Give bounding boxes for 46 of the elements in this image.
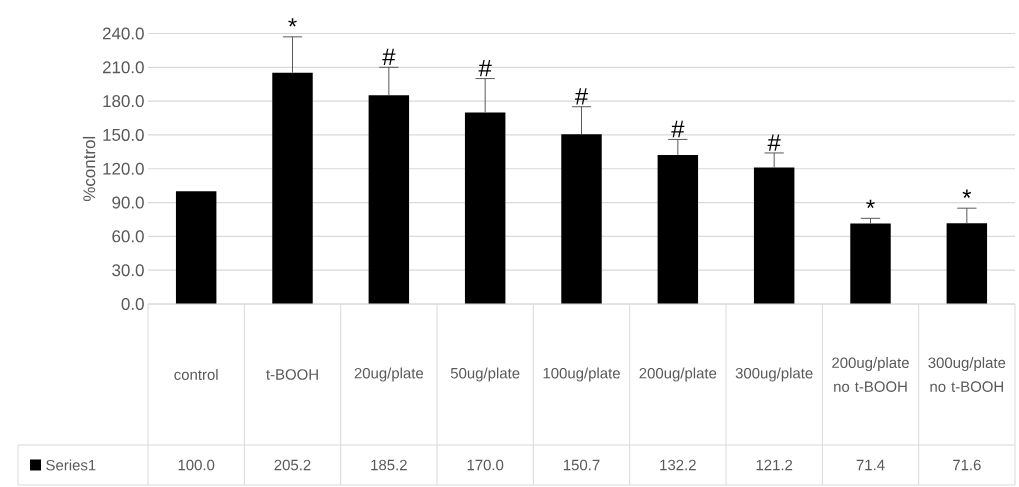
data-label: 71.4 bbox=[856, 459, 885, 471]
annotation: # bbox=[478, 60, 492, 77]
annotation: # bbox=[382, 48, 396, 66]
annotation: # bbox=[767, 134, 781, 151]
y-tick-label: 120.0 bbox=[103, 162, 144, 175]
annotation: # bbox=[671, 120, 685, 138]
y-tick-label: 60.0 bbox=[112, 230, 144, 243]
y-tick-label: 240.0 bbox=[102, 27, 144, 40]
x-tick-label: 100ug/plate bbox=[543, 367, 620, 382]
data-label: 150.7 bbox=[563, 459, 600, 471]
legend-label: Series1 bbox=[46, 459, 96, 471]
bar bbox=[464, 112, 506, 304]
y-tick-label: 180.0 bbox=[103, 95, 144, 108]
x-tick-label: control bbox=[174, 369, 218, 380]
y-tick-label: 90.0 bbox=[112, 196, 144, 209]
annotation: # bbox=[574, 88, 589, 105]
data-label: 185.2 bbox=[371, 459, 407, 471]
y-tick-label: 210.0 bbox=[102, 61, 144, 74]
bar bbox=[561, 134, 602, 304]
data-label: 132.2 bbox=[660, 459, 696, 471]
x-tick-label: 300ug/plate bbox=[735, 367, 813, 382]
bar bbox=[368, 95, 410, 304]
bar bbox=[272, 72, 313, 304]
bar bbox=[657, 154, 699, 304]
x-tick-label: 200ug/plate no t-BOOH bbox=[832, 357, 909, 392]
x-tick-label: 300ug/plate no t-BOOH bbox=[928, 357, 1006, 392]
annotation: * bbox=[288, 18, 297, 27]
data-label: 205.2 bbox=[274, 459, 311, 471]
y-tick-label: 30.0 bbox=[112, 264, 144, 277]
bar bbox=[753, 167, 795, 304]
y-tick-label: 0.0 bbox=[121, 297, 144, 310]
y-tick-label: 150.0 bbox=[103, 128, 144, 141]
x-tick-label: 200ug/plate bbox=[639, 367, 717, 382]
y-axis-title: %control bbox=[82, 136, 96, 202]
annotation: * bbox=[962, 189, 972, 198]
bar bbox=[946, 223, 988, 304]
bar bbox=[175, 191, 217, 304]
data-label: 100.0 bbox=[178, 459, 215, 471]
annotation: * bbox=[866, 199, 875, 209]
x-tick-label: t-BOOH bbox=[266, 369, 318, 380]
data-label: 71.6 bbox=[953, 459, 981, 471]
x-tick-label: 20ug/plate bbox=[354, 367, 424, 382]
data-label: 170.0 bbox=[467, 459, 504, 471]
data-label: 121.2 bbox=[756, 459, 793, 471]
bar bbox=[850, 223, 891, 304]
x-tick-label: 50ug/plate bbox=[450, 367, 520, 382]
